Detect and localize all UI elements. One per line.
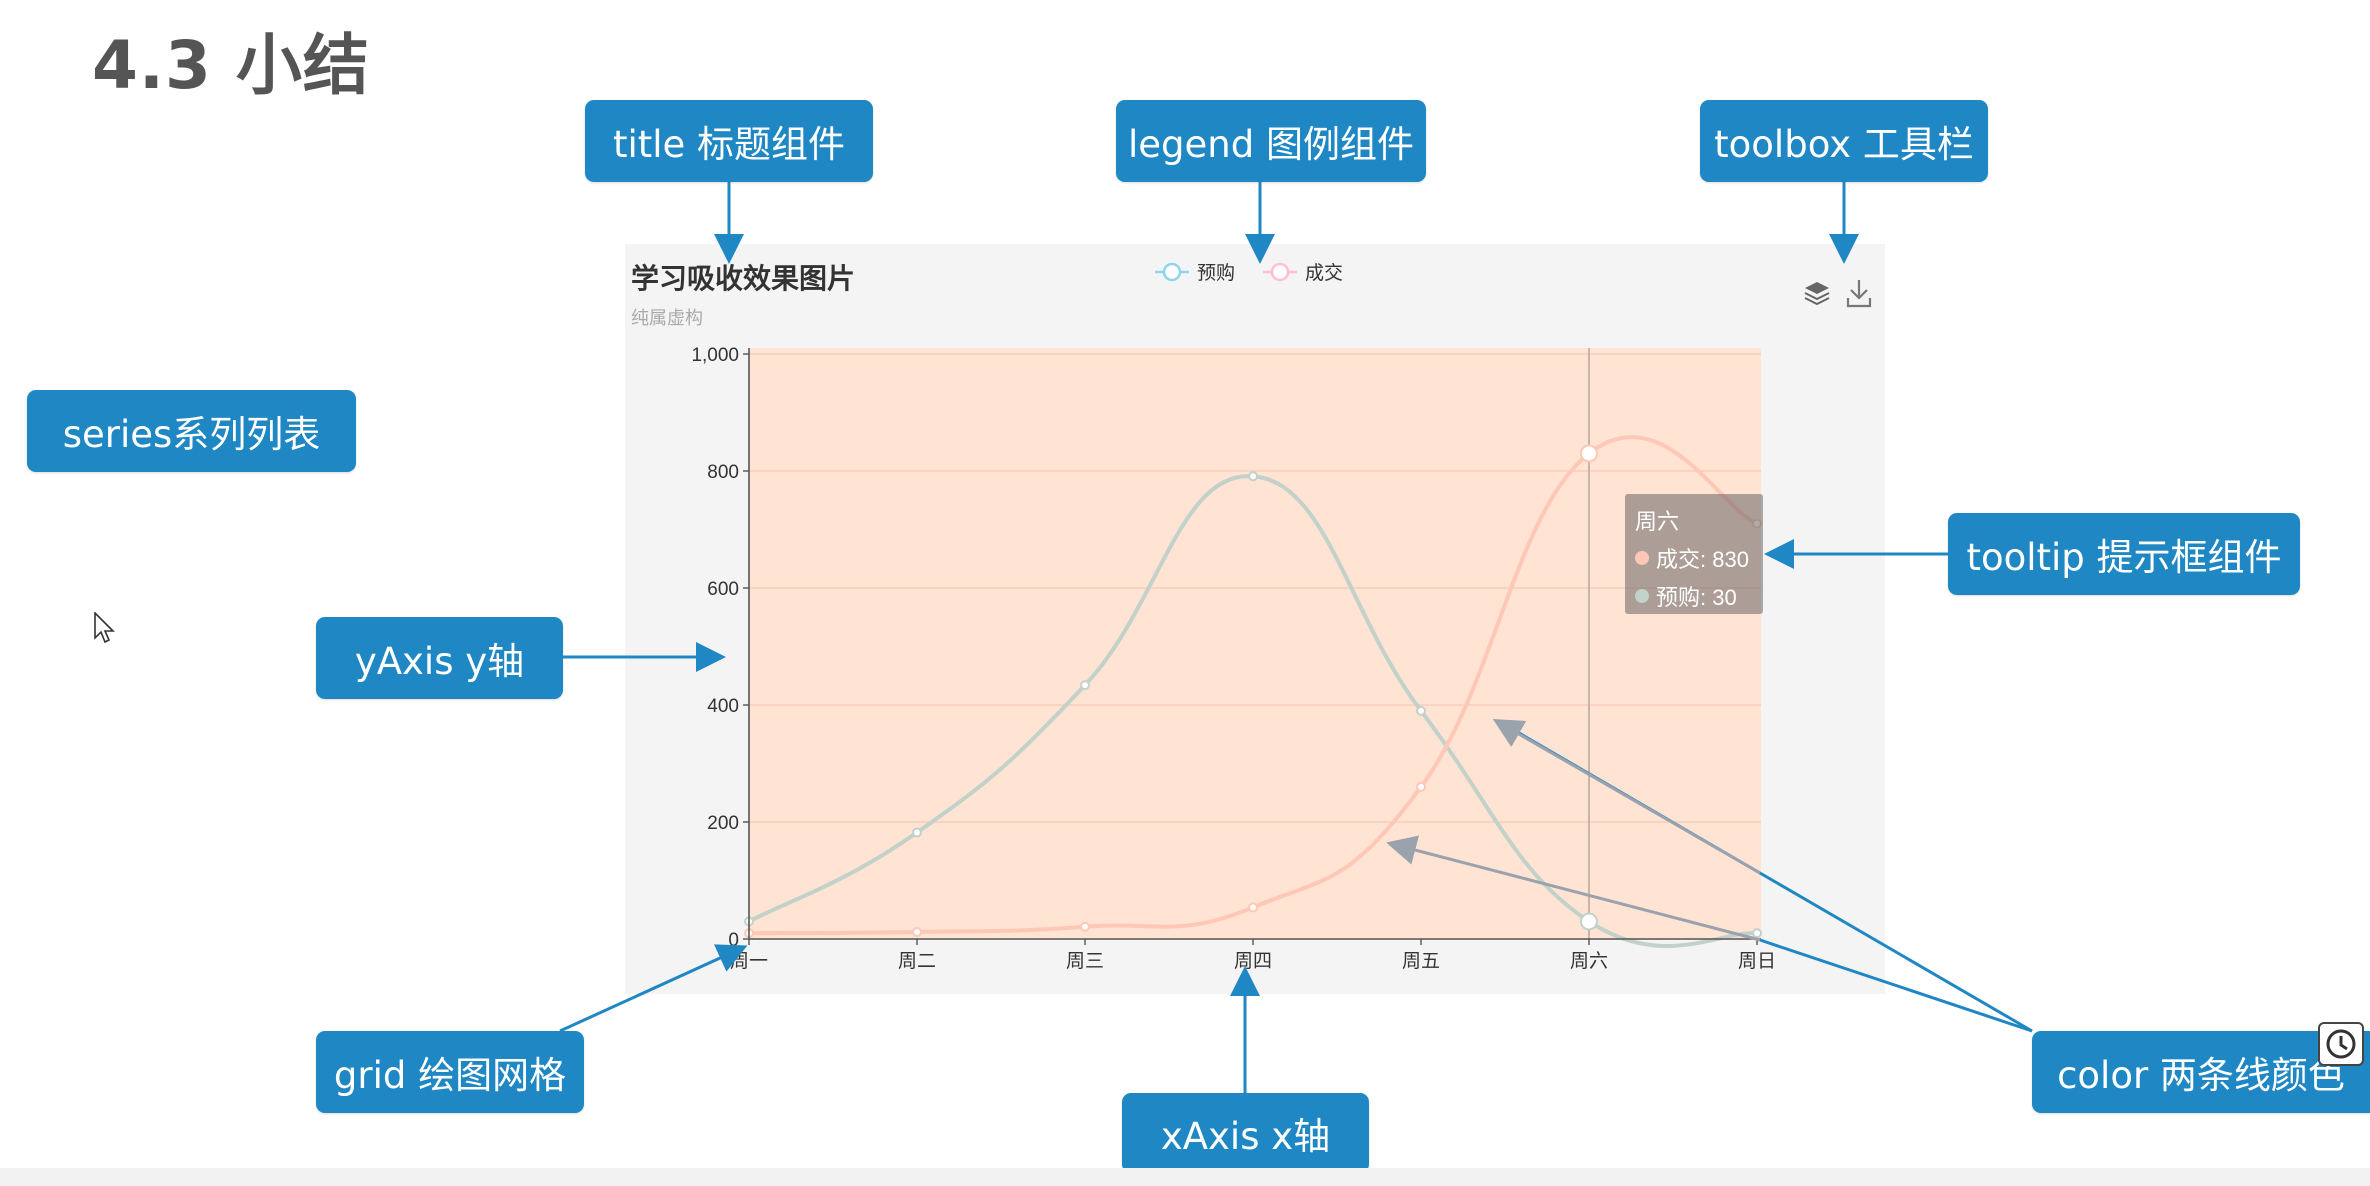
series-point xyxy=(1080,921,1090,932)
x-tick-label: 周一 xyxy=(730,950,768,972)
tooltip-dot-icon xyxy=(1635,589,1649,603)
download-icon[interactable] xyxy=(1846,280,1872,308)
callout-yaxis: yAxis y轴 xyxy=(316,617,563,699)
chart-grid xyxy=(749,348,1761,940)
legend-label: 成交 xyxy=(1305,262,1343,284)
callout-color: color 两条线颜色 xyxy=(2032,1031,2370,1113)
callout-series: series系列列表 xyxy=(27,390,356,472)
series-point xyxy=(912,926,922,937)
callout-legend: legend 图例组件 xyxy=(1116,100,1426,182)
chart-subtitle: 纯属虚构 xyxy=(631,308,703,329)
y-tick-label: 1,000 xyxy=(691,345,739,366)
tooltip-row: 预购: 30 xyxy=(1635,580,1753,612)
legend-marker-icon xyxy=(1162,262,1182,282)
tooltip-row: 成交: 830 xyxy=(1635,542,1753,574)
series-point xyxy=(1752,928,1762,939)
callout-toolbox: toolbox 工具栏 xyxy=(1700,100,1988,182)
app-corner-icon[interactable] xyxy=(2318,1022,2364,1066)
x-tick-label: 周六 xyxy=(1570,950,1608,972)
x-tick-label: 周三 xyxy=(1066,950,1104,972)
x-tick-label: 周日 xyxy=(1738,950,1776,972)
legend-item[interactable]: 预购 xyxy=(1155,262,1235,284)
chart-tooltip: 周六 成交: 830 预购: 30 xyxy=(1625,494,1763,614)
bottom-bar xyxy=(0,1168,2370,1186)
x-tick-label: 周二 xyxy=(898,950,936,972)
legend-label: 预购 xyxy=(1197,262,1235,284)
chart-legend[interactable]: 预购 成交 xyxy=(1155,262,1343,284)
tooltip-title: 周六 xyxy=(1635,509,1680,534)
callout-tooltip: tooltip 提示框组件 xyxy=(1948,513,2300,595)
plot-area-fill xyxy=(749,348,1761,939)
y-tick-label: 200 xyxy=(707,813,739,834)
series-point xyxy=(1248,471,1258,482)
series-point xyxy=(912,827,922,838)
chart-panel: 0 200 400 600 800 1,000 周一 周二 周三 周四 周五 周六 周日 学习吸收效果图… xyxy=(625,244,1885,994)
y-tick-label: 800 xyxy=(707,462,739,483)
legend-item[interactable]: 成交 xyxy=(1263,262,1343,284)
tooltip-row-label: 预购: 30 xyxy=(1656,585,1737,610)
tooltip-row-label: 成交: 830 xyxy=(1656,547,1749,572)
callout-xaxis: xAxis x轴 xyxy=(1122,1093,1369,1173)
chart-title: 学习吸收效果图片 xyxy=(631,262,855,295)
callout-title: title 标题组件 xyxy=(585,100,873,182)
series-point xyxy=(1416,705,1426,716)
series-point xyxy=(1080,680,1090,691)
mouse-cursor-icon xyxy=(94,612,115,644)
legend-marker-icon xyxy=(1270,262,1290,282)
y-tick-label: 400 xyxy=(707,696,739,717)
series-point xyxy=(1580,444,1598,463)
x-tick-label: 周四 xyxy=(1234,950,1272,972)
series-point xyxy=(1248,902,1258,913)
series-point xyxy=(1416,781,1426,792)
y-tick-label: 0 xyxy=(728,930,739,951)
y-tick-label: 600 xyxy=(707,579,739,600)
layers-icon[interactable] xyxy=(1804,282,1830,306)
x-tick-label: 周五 xyxy=(1402,950,1440,972)
series-point xyxy=(1580,912,1598,931)
slide-title: 4.3 小结 xyxy=(92,27,370,104)
callout-grid: grid 绘图网格 xyxy=(316,1031,584,1113)
tooltip-dot-icon xyxy=(1635,551,1649,565)
